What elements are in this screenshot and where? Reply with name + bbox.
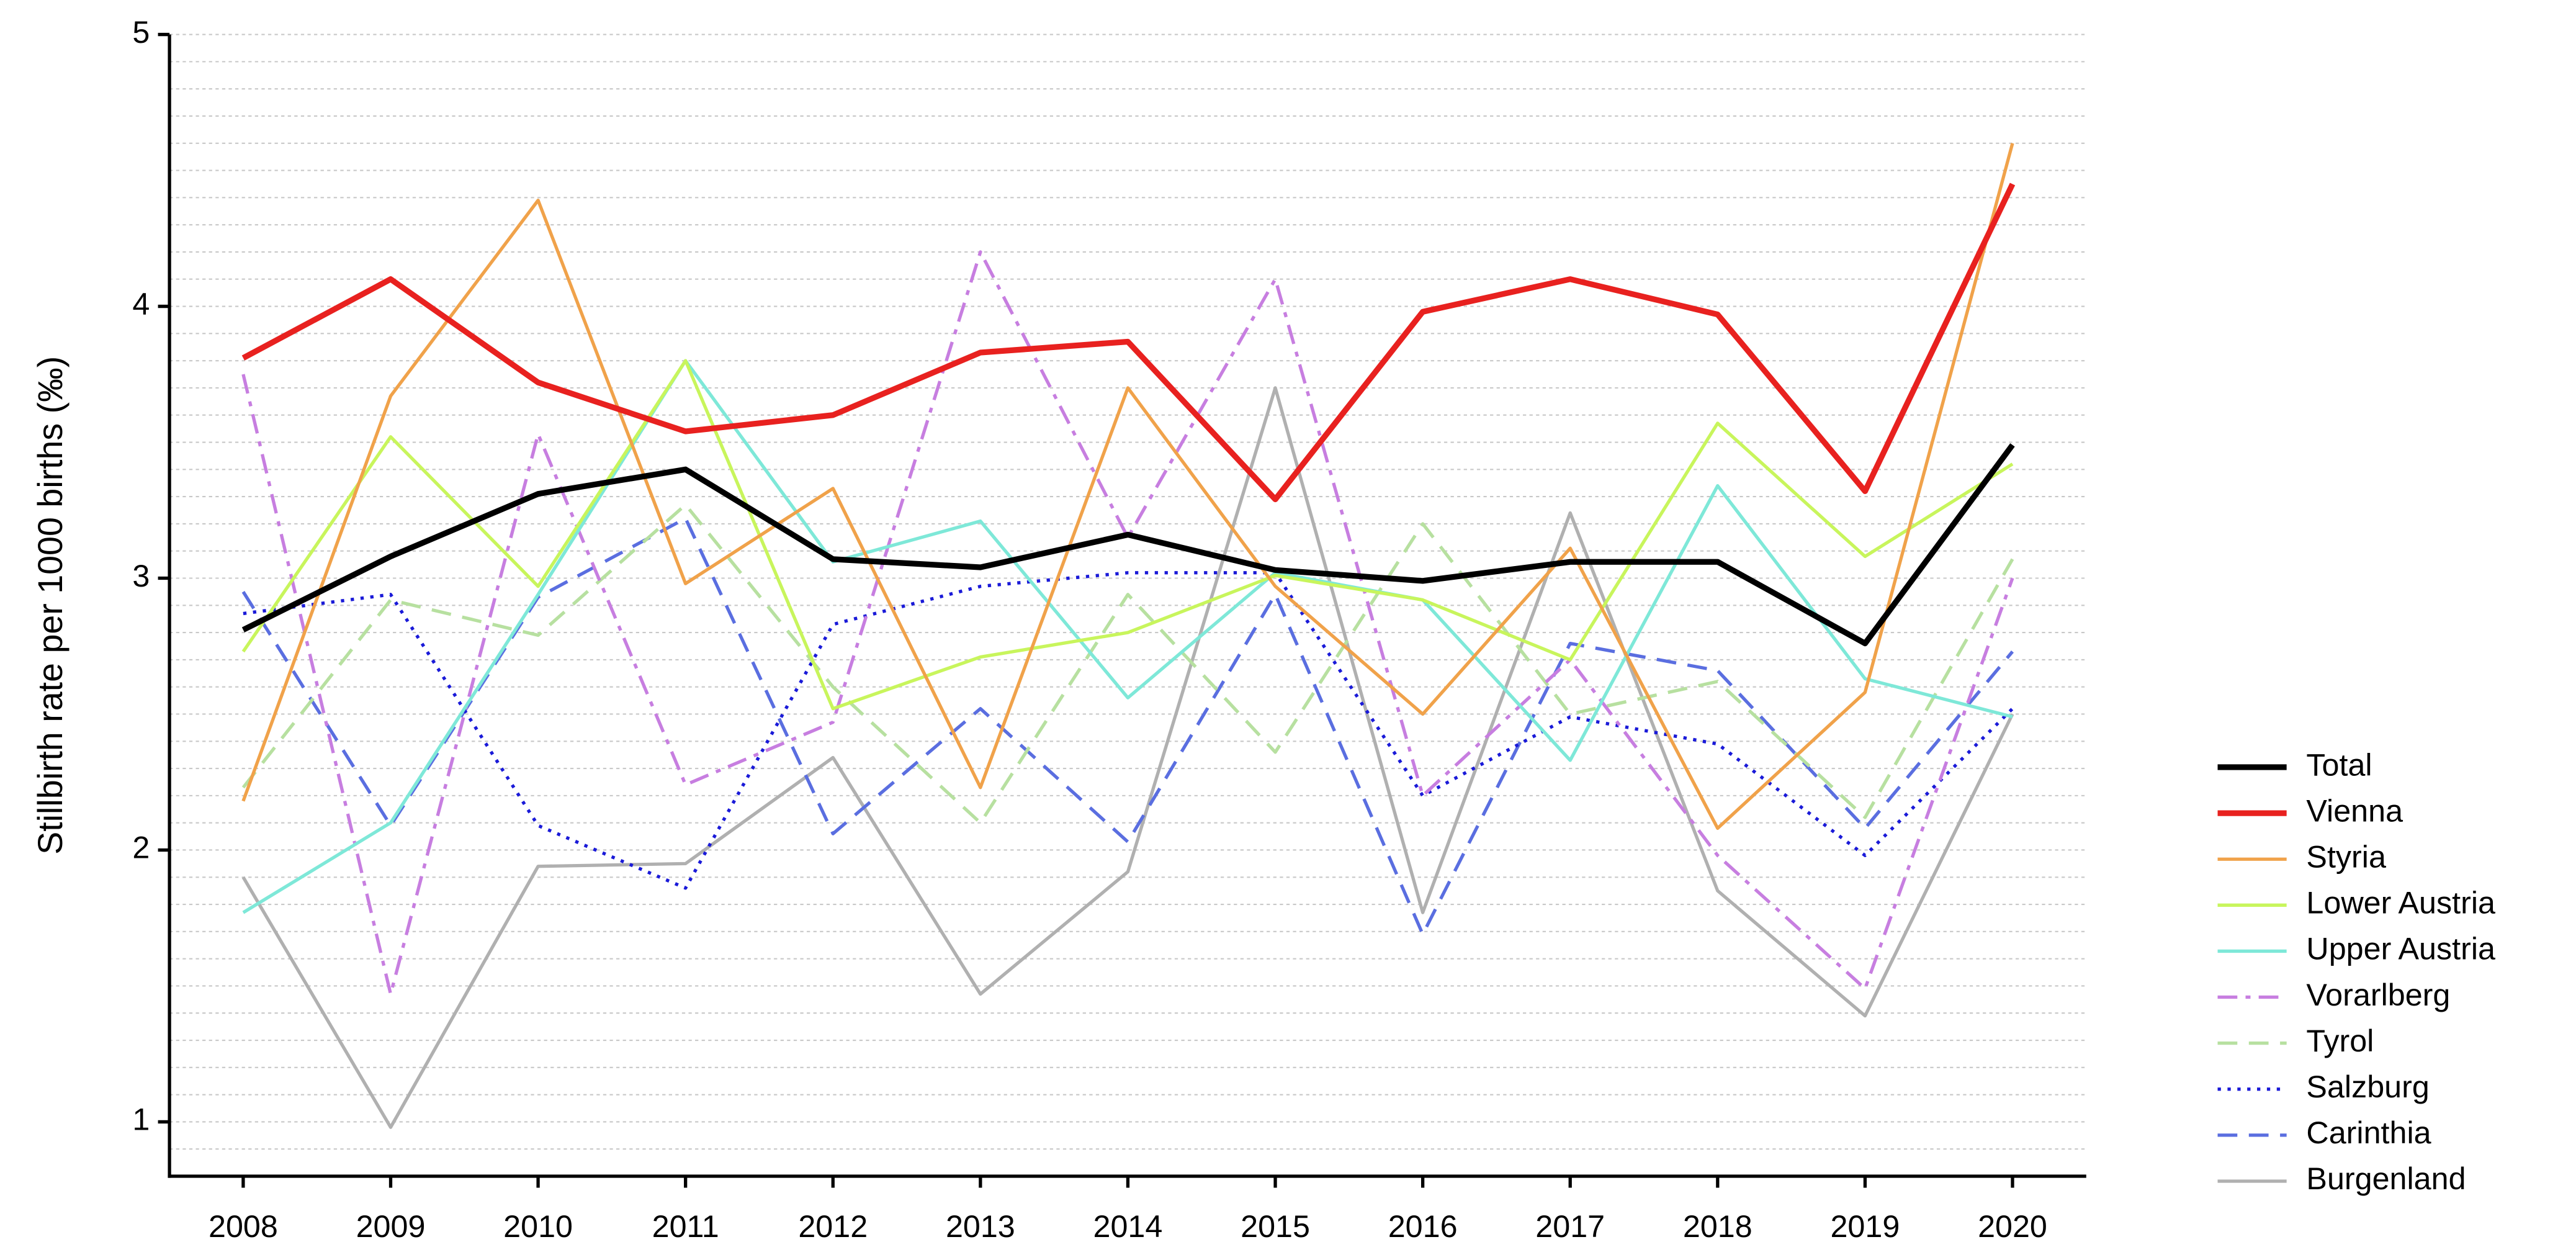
x-tick-label: 2015 xyxy=(1241,1208,1310,1244)
line-series xyxy=(241,386,2014,1129)
legend-label: Tyrol xyxy=(2306,1023,2374,1058)
y-tick-label: 3 xyxy=(132,558,150,593)
legend-label: Upper Austria xyxy=(2306,931,2495,966)
legend-label: Carinthia xyxy=(2306,1115,2431,1150)
x-tick-label: 2013 xyxy=(946,1208,1015,1244)
line-series xyxy=(241,503,2014,825)
line-series xyxy=(243,571,2014,890)
line-series xyxy=(241,182,2016,503)
legend-label: Burgenland xyxy=(2306,1161,2466,1196)
line-series xyxy=(242,359,2013,914)
y-tick-label: 5 xyxy=(132,14,150,50)
legend-label: Lower Austria xyxy=(2306,885,2495,920)
x-tick-label: 2017 xyxy=(1535,1208,1605,1244)
x-tick-label: 2008 xyxy=(209,1208,278,1244)
x-tick-label: 2016 xyxy=(1388,1208,1458,1244)
legend-label: Total xyxy=(2306,747,2372,782)
x-tick-label: 2014 xyxy=(1093,1208,1163,1244)
x-tick-label: 2018 xyxy=(1683,1208,1752,1244)
line-series xyxy=(241,443,2015,647)
line-series xyxy=(241,359,2014,711)
x-tick-label: 2019 xyxy=(1830,1208,1900,1244)
x-tick-label: 2011 xyxy=(652,1208,719,1244)
legend-label: Vorarlberg xyxy=(2306,977,2450,1012)
y-tick-label: 4 xyxy=(132,286,150,322)
x-tick-label: 2010 xyxy=(503,1208,573,1244)
legend-label: Salzburg xyxy=(2306,1069,2429,1104)
x-tick-label: 2020 xyxy=(1978,1208,2047,1244)
x-tick-label: 2012 xyxy=(798,1208,868,1244)
y-tick-label: 2 xyxy=(132,830,150,865)
y-axis-label: Stillbirth rate per 1000 births (‰) xyxy=(31,356,70,855)
y-tick-label: 1 xyxy=(132,1102,150,1137)
line-series xyxy=(241,250,2014,996)
x-tick-label: 2009 xyxy=(356,1208,426,1244)
legend-label: Vienna xyxy=(2306,793,2403,828)
legend-label: Styria xyxy=(2306,839,2386,874)
line-series xyxy=(241,143,2014,830)
